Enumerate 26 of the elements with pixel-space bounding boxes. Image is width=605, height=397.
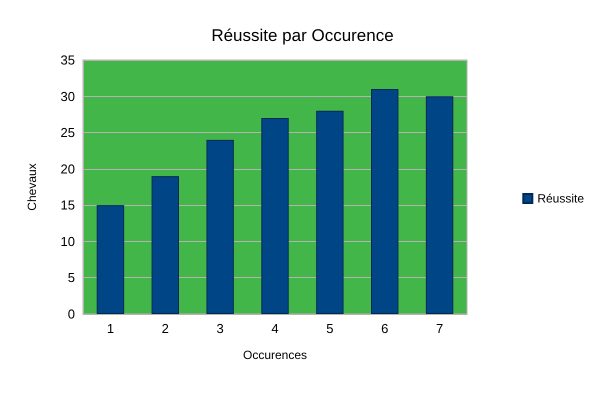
bar [316, 110, 344, 314]
x-tick-label: 4 [271, 321, 279, 336]
bar [96, 205, 124, 314]
x-tick-label: 3 [216, 321, 224, 336]
y-axis-title: Chevaux [25, 163, 39, 211]
x-tick-label: 6 [381, 321, 388, 336]
bar [426, 96, 454, 314]
x-tick-label: 5 [326, 321, 334, 336]
bar [206, 140, 234, 314]
y-tick-label: 5 [68, 270, 75, 286]
y-tick-label: 20 [60, 161, 75, 176]
y-tick-label: 25 [60, 125, 75, 140]
y-tick-label: 35 [60, 52, 75, 68]
y-tick-label: 15 [60, 198, 75, 213]
y-tick-label: 0 [68, 306, 75, 322]
x-tick-label: 7 [436, 321, 444, 336]
bar [261, 118, 289, 314]
bar [371, 89, 398, 314]
legend-label: Réussite [537, 192, 584, 206]
bar [152, 176, 179, 314]
x-tick-label: 1 [106, 321, 114, 336]
y-tick-label: 10 [60, 234, 75, 249]
x-tick-label: 2 [162, 321, 169, 336]
y-tick-label: 30 [60, 88, 75, 104]
chart-title: Réussite par Occurence [211, 26, 394, 45]
x-axis-title: Occurences [242, 348, 308, 362]
